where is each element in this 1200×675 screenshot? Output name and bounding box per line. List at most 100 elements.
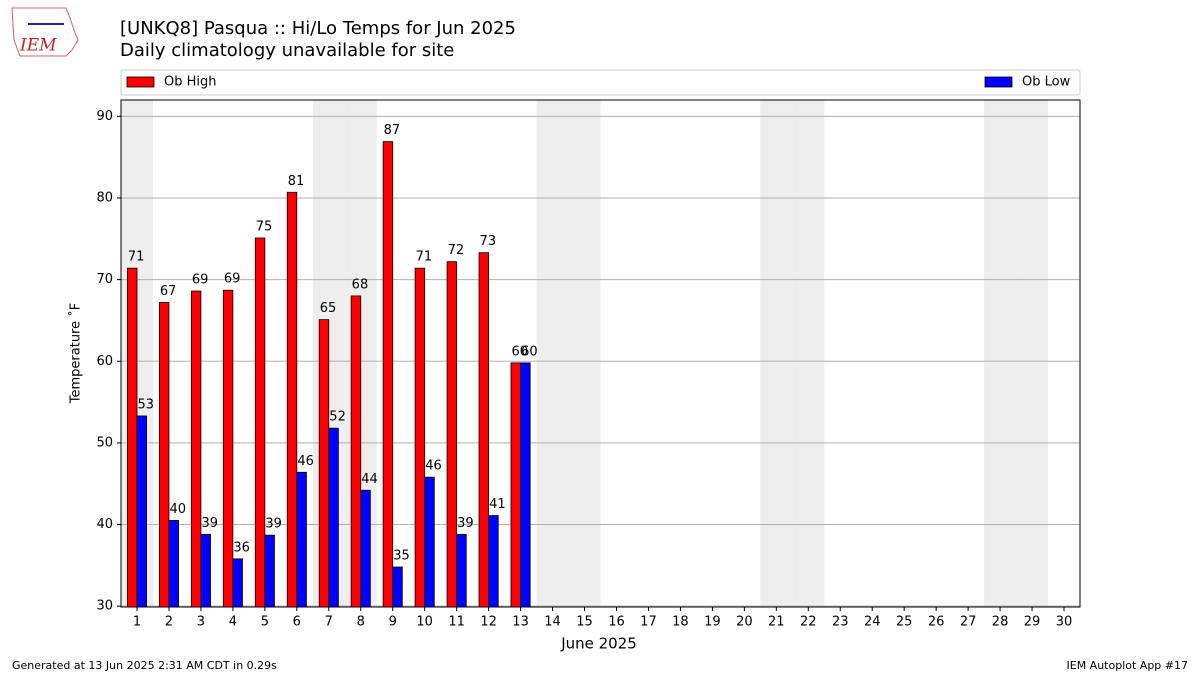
weekend-shade xyxy=(536,100,569,607)
data-label: 67 xyxy=(160,284,177,299)
data-label: 35 xyxy=(393,548,410,563)
bar xyxy=(456,533,467,608)
logo: IEM xyxy=(11,7,79,57)
bar xyxy=(318,319,330,608)
x-tick-label: 16 xyxy=(608,615,625,630)
x-tick-label: 18 xyxy=(672,615,689,630)
data-label: 81 xyxy=(288,174,305,189)
data-label: 39 xyxy=(457,516,474,531)
footer-right: IEM Autoplot App #17 xyxy=(1067,659,1189,672)
legend-swatch xyxy=(984,76,1013,88)
x-axis-label: June 2025 xyxy=(560,635,637,653)
y-tick-label: 60 xyxy=(96,354,113,369)
data-label: 40 xyxy=(169,502,186,517)
data-label: 72 xyxy=(448,243,465,258)
data-label: 60 xyxy=(512,344,529,359)
y-tick-label: 80 xyxy=(96,190,113,205)
data-label: 69 xyxy=(224,272,241,287)
chart-subtitle: Daily climatology unavailable for site xyxy=(120,40,454,61)
data-label: 87 xyxy=(384,123,401,138)
x-tick-label: 12 xyxy=(480,615,497,630)
x-tick-label: 7 xyxy=(325,615,333,630)
bar xyxy=(446,261,458,608)
legend-label: Ob Low xyxy=(1022,75,1071,90)
bar xyxy=(264,534,275,608)
bar xyxy=(136,415,147,608)
data-label: 65 xyxy=(320,301,337,316)
bar xyxy=(296,471,307,608)
data-label: 46 xyxy=(425,459,442,474)
data-label: 73 xyxy=(480,234,497,249)
data-label: 36 xyxy=(233,540,250,555)
data-label: 69 xyxy=(192,273,209,288)
weekend-shade xyxy=(984,100,1017,607)
data-label: 41 xyxy=(489,497,506,512)
x-tick-label: 21 xyxy=(768,615,785,630)
legend-box xyxy=(120,69,1081,96)
y-tick-label: 30 xyxy=(96,599,113,614)
weekend-shade xyxy=(568,100,601,607)
x-tick-label: 6 xyxy=(293,615,301,630)
bar xyxy=(168,520,179,608)
data-label: 46 xyxy=(297,454,314,469)
x-tick-label: 1 xyxy=(133,615,141,630)
y-tick-label: 50 xyxy=(96,435,113,450)
bar xyxy=(232,558,243,608)
data-label: 39 xyxy=(265,517,282,532)
data-label: 75 xyxy=(256,219,273,234)
logo-text: IEM xyxy=(19,36,57,56)
bar xyxy=(126,267,138,608)
y-tick-label: 90 xyxy=(96,109,113,124)
bar xyxy=(360,489,371,608)
chart-title: [UNKQ8] Pasqua :: Hi/Lo Temps for Jun 20… xyxy=(120,18,516,39)
bar xyxy=(414,267,426,608)
x-tick-label: 30 xyxy=(1056,615,1073,630)
bar xyxy=(328,427,339,608)
x-tick-label: 26 xyxy=(928,615,945,630)
bar xyxy=(478,252,490,608)
data-label: 53 xyxy=(138,397,155,412)
bar xyxy=(222,289,234,608)
data-label: 71 xyxy=(416,250,433,265)
weekend-shade xyxy=(1016,100,1049,607)
bar xyxy=(382,141,394,608)
x-tick-label: 24 xyxy=(864,615,881,630)
footer-left: Generated at 13 Jun 2025 2:31 AM CDT in … xyxy=(12,659,277,672)
x-tick-label: 4 xyxy=(229,615,237,630)
x-tick-label: 29 xyxy=(1024,615,1041,630)
weekend-shade xyxy=(792,100,825,607)
bar xyxy=(424,476,435,608)
x-tick-label: 3 xyxy=(197,615,205,630)
data-label: 52 xyxy=(329,410,346,425)
x-tick-label: 5 xyxy=(261,615,269,630)
x-tick-label: 11 xyxy=(448,615,465,630)
data-label: 68 xyxy=(352,277,369,292)
bar xyxy=(350,295,362,608)
y-tick-label: 70 xyxy=(96,272,113,287)
bar xyxy=(190,290,202,608)
x-tick-label: 23 xyxy=(832,615,849,630)
legend-label: Ob High xyxy=(164,75,217,90)
bar xyxy=(488,515,499,608)
x-tick-label: 13 xyxy=(512,615,529,630)
bar xyxy=(392,566,403,608)
data-label: 71 xyxy=(128,250,145,265)
bar xyxy=(286,191,298,608)
bar xyxy=(158,302,170,608)
x-tick-label: 8 xyxy=(357,615,365,630)
data-label: 60 xyxy=(521,344,538,359)
legend-swatch xyxy=(126,76,155,88)
bar xyxy=(200,533,211,608)
y-axis-label: Temperature ˚F xyxy=(68,303,84,404)
x-tick-label: 15 xyxy=(576,615,593,630)
data-label: 44 xyxy=(361,472,378,487)
x-tick-label: 22 xyxy=(800,615,817,630)
x-tick-label: 28 xyxy=(992,615,1009,630)
bar xyxy=(510,362,521,608)
x-tick-label: 20 xyxy=(736,615,753,630)
bar xyxy=(520,362,531,608)
x-tick-label: 27 xyxy=(960,615,977,630)
bar xyxy=(254,237,266,608)
